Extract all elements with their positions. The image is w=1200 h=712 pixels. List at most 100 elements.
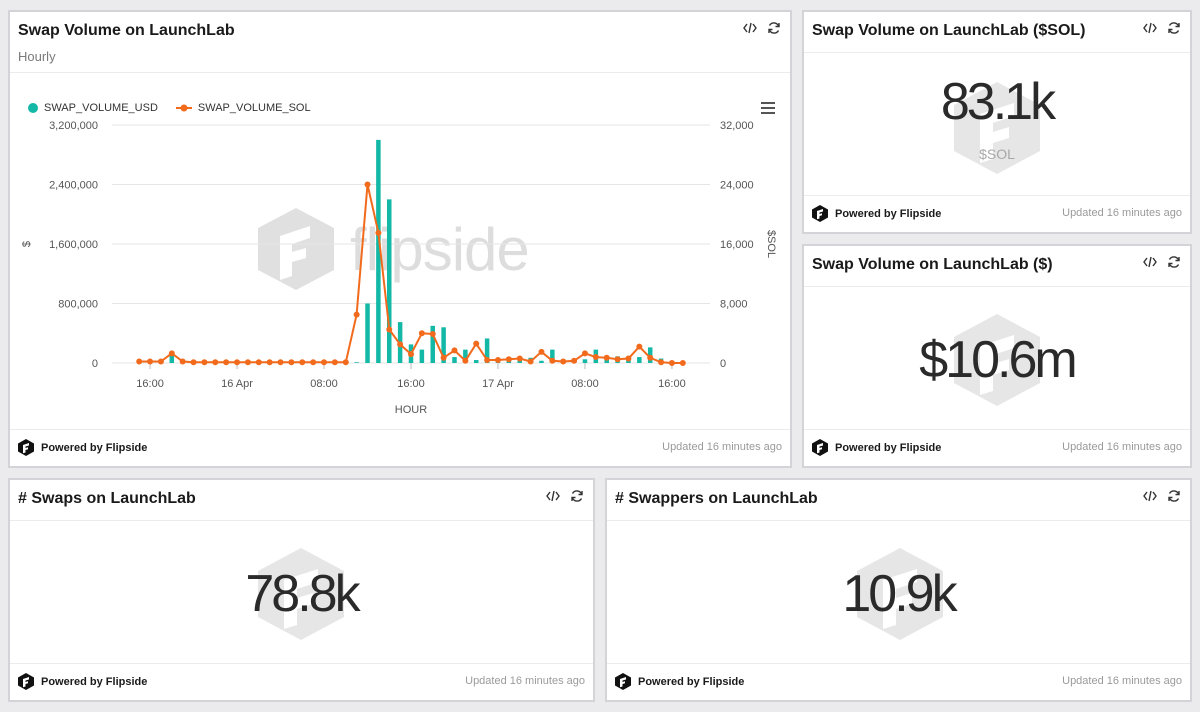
code-icon[interactable] xyxy=(1142,254,1158,270)
code-icon[interactable] xyxy=(742,20,758,36)
code-icon[interactable] xyxy=(1142,488,1158,504)
card-footer: Powered by Flipside Updated 16 minutes a… xyxy=(10,663,593,700)
x-tick-label: 17 Apr xyxy=(482,378,514,390)
point-sol xyxy=(440,354,447,361)
point-sol xyxy=(581,350,588,357)
card-title: # Swaps on LaunchLab xyxy=(18,490,196,507)
y-right-tick-label: 32,000 xyxy=(720,120,754,132)
powered-by-link[interactable]: Powered by Flipside xyxy=(812,205,941,222)
y-left-tick-label: 2,400,000 xyxy=(49,180,98,192)
flipside-watermark-logo-icon xyxy=(954,314,1040,406)
flipside-logo-icon xyxy=(18,673,34,690)
bar-usd xyxy=(430,325,435,363)
refresh-icon[interactable] xyxy=(766,20,782,36)
point-sol xyxy=(201,359,208,366)
y-right-axis-title: $SOL xyxy=(765,230,777,258)
bar-usd xyxy=(441,327,446,363)
point-sol xyxy=(516,355,523,362)
legend-line-dot-icon xyxy=(175,104,192,112)
refresh-icon[interactable] xyxy=(1166,20,1182,36)
card-actions xyxy=(1142,488,1182,504)
point-sol xyxy=(647,354,654,361)
point-sol xyxy=(636,343,643,350)
refresh-icon[interactable] xyxy=(569,488,585,504)
stat-card-swaps: # Swaps on LaunchLab 78.8k Powered by Fl… xyxy=(8,478,595,702)
stat-card-swappers: # Swappers on LaunchLab 10.9k Powered by… xyxy=(605,478,1192,702)
header-divider xyxy=(10,520,593,521)
code-icon[interactable] xyxy=(545,488,561,504)
point-sol xyxy=(560,358,567,365)
point-sol xyxy=(288,359,295,366)
point-sol xyxy=(386,326,393,333)
y-right-tick-label: 24,000 xyxy=(720,180,754,192)
point-sol xyxy=(473,340,480,347)
bar-usd xyxy=(419,349,425,363)
powered-by-text: Powered by Flipside xyxy=(41,441,148,454)
flipside-watermark-logo-icon xyxy=(258,208,334,290)
bar-usd xyxy=(376,139,381,363)
bar-usd xyxy=(387,199,392,363)
powered-by-link[interactable]: Powered by Flipside xyxy=(18,673,147,690)
refresh-icon[interactable] xyxy=(1166,254,1182,270)
bar-usd xyxy=(463,349,468,363)
updated-timestamp: Updated 16 minutes ago xyxy=(1062,207,1182,219)
y-right-tick-label: 0 xyxy=(720,358,726,370)
hamburger-menu-icon[interactable] xyxy=(760,101,776,120)
y-right-tick-label: 16,000 xyxy=(720,239,754,251)
y-left-axis-title: $ xyxy=(21,241,33,247)
stat-card-volume-sol: Swap Volume on LaunchLab ($SOL) 83.1k $S… xyxy=(802,10,1192,234)
code-icon[interactable] xyxy=(1142,20,1158,36)
powered-by-link[interactable]: Powered by Flipside xyxy=(18,439,147,456)
point-sol xyxy=(234,359,241,366)
card-actions xyxy=(742,20,782,36)
point-sol xyxy=(321,359,328,366)
flipside-logo-icon xyxy=(615,673,631,690)
stat-value: 10.9k xyxy=(842,565,957,623)
powered-by-link[interactable]: Powered by Flipside xyxy=(615,673,744,690)
y-left-tick-label: 1,600,000 xyxy=(49,239,98,251)
point-sol xyxy=(592,354,599,361)
card-subtitle: Hourly xyxy=(18,49,56,64)
bar-usd xyxy=(637,357,642,363)
flipside-logo-icon xyxy=(18,439,34,456)
x-tick-label: 16:00 xyxy=(658,378,686,390)
card-footer: Powered by Flipside Updated 16 minutes a… xyxy=(804,429,1190,466)
point-sol xyxy=(505,356,512,363)
legend-label-sol: SWAP_VOLUME_SOL xyxy=(197,102,311,114)
point-sol xyxy=(668,360,675,366)
stat-value: 83.1k xyxy=(940,73,1056,131)
updated-timestamp: Updated 16 minutes ago xyxy=(465,675,585,687)
powered-by-link[interactable]: Powered by Flipside xyxy=(812,439,941,456)
card-footer: Powered by Flipside Updated 16 minutes a… xyxy=(607,663,1190,700)
card-title: # Swappers on LaunchLab xyxy=(615,490,818,507)
point-sol xyxy=(299,359,306,366)
header-divider xyxy=(804,52,1190,53)
legend-item-usd[interactable]: SWAP_VOLUME_USD xyxy=(28,102,158,114)
point-sol xyxy=(147,358,154,365)
bar-usd xyxy=(354,362,359,363)
point-sol xyxy=(527,358,534,365)
y-right-tick-label: 8,000 xyxy=(720,299,748,311)
x-tick-label: 08:00 xyxy=(310,378,338,390)
legend-item-sol[interactable]: SWAP_VOLUME_SOL xyxy=(175,102,311,114)
point-sol xyxy=(679,360,686,366)
x-tick-label: 16 Apr xyxy=(221,378,253,390)
point-sol xyxy=(136,358,143,365)
point-sol xyxy=(375,229,382,236)
y-left-tick-label: 0 xyxy=(92,358,98,370)
point-sol xyxy=(418,330,425,337)
powered-by-text: Powered by Flipside xyxy=(835,207,942,220)
updated-timestamp: Updated 16 minutes ago xyxy=(1062,441,1182,453)
point-sol xyxy=(342,359,349,366)
stat-unit: $SOL xyxy=(979,146,1015,162)
point-sol xyxy=(168,350,175,357)
stat-value: 78.8k xyxy=(245,565,360,623)
point-sol xyxy=(484,357,491,364)
refresh-icon[interactable] xyxy=(1166,488,1182,504)
card-footer: Powered by Flipside Updated 16 minutes a… xyxy=(10,429,790,466)
card-title: Swap Volume on LaunchLab ($SOL) xyxy=(812,22,1086,39)
point-sol xyxy=(353,311,360,318)
x-axis-title: HOUR xyxy=(395,404,427,416)
powered-by-text: Powered by Flipside xyxy=(835,441,942,454)
card-actions xyxy=(1142,20,1182,36)
